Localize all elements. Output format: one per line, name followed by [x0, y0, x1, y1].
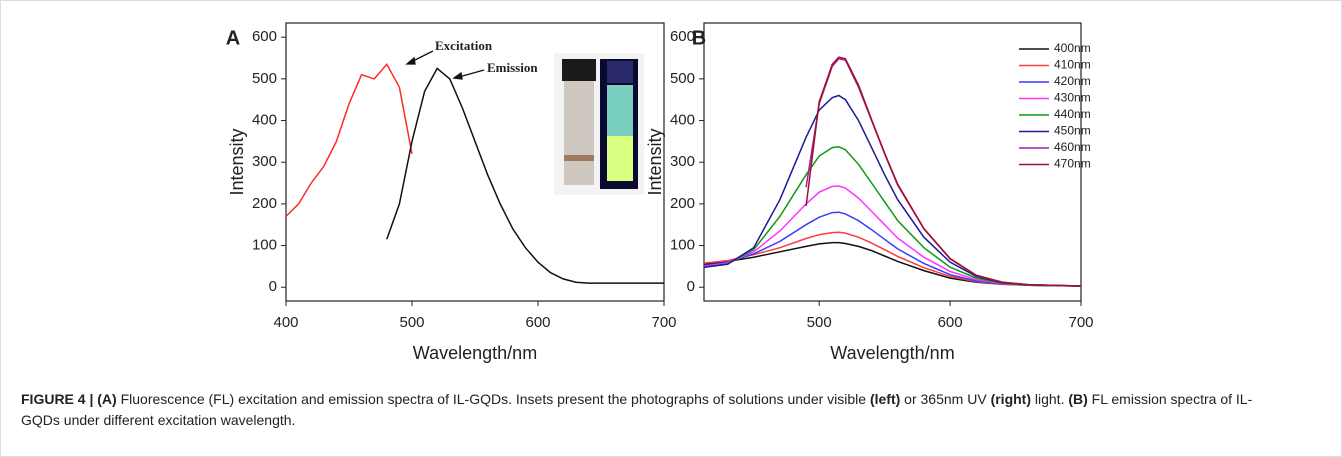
series-line — [703, 94, 1082, 287]
y-tick-label: 600 — [252, 28, 277, 45]
legend-label: 470nm — [1054, 157, 1091, 171]
legend-label: 450nm — [1054, 124, 1091, 138]
y-axis-label: Intensity — [645, 128, 665, 195]
annotation-arrows — [405, 50, 485, 80]
y-tick-label: 200 — [252, 195, 277, 212]
y-tick-label: 200 — [670, 195, 695, 212]
series-line — [703, 146, 1082, 287]
caption-run: FIGURE 4 | (A) — [21, 391, 117, 407]
legend-label: 410nm — [1054, 58, 1091, 72]
annotation: Excitation — [435, 38, 493, 53]
panel-label: B — [692, 27, 706, 49]
legend-label: 420nm — [1054, 74, 1091, 88]
y-tick-label: 500 — [670, 70, 695, 87]
caption-run: (right) — [990, 391, 1031, 407]
caption: FIGURE 4 | (A) Fluorescence (FL) excitat… — [21, 389, 1261, 431]
caption-run: Fluorescence (FL) excitation and emissio… — [116, 391, 870, 407]
y-tick-label: 500 — [252, 70, 277, 87]
x-tick-label: 500 — [807, 314, 832, 331]
x-tick-label: 700 — [1068, 314, 1093, 331]
x-tick-label: 500 — [399, 314, 424, 331]
y-tick-label: 300 — [252, 153, 277, 170]
y-axis-label: Intensity — [227, 128, 247, 195]
y-tick-label: 300 — [670, 153, 695, 170]
series-line — [805, 56, 1082, 287]
y-tick-label: 0 — [269, 278, 277, 295]
annotation: Emission — [487, 60, 538, 75]
x-axis-label: Wavelength/nm — [830, 343, 954, 363]
legend-label: 440nm — [1054, 107, 1091, 121]
series-line — [703, 231, 1082, 287]
legend-label: 400nm — [1054, 41, 1091, 55]
y-tick-label: 400 — [670, 111, 695, 128]
x-tick-label: 600 — [938, 314, 963, 331]
series-line — [386, 67, 664, 284]
y-tick-label: 0 — [687, 278, 695, 295]
y-tick-label: 600 — [670, 28, 695, 45]
series-line — [703, 211, 1082, 287]
charts: A 400 500 600 700 0 100 200 300 400 500 600 Waveleng… — [226, 22, 1094, 363]
inset-photo — [554, 53, 644, 195]
series-line — [703, 185, 1082, 287]
caption-run: light. — [1031, 391, 1069, 407]
y-tick-label: 400 — [252, 111, 277, 128]
x-axis-label: Wavelength/nm — [413, 343, 537, 363]
legend-label: 430nm — [1054, 91, 1091, 105]
panel-label: A — [226, 27, 240, 49]
caption-run: (B) — [1068, 391, 1088, 407]
y-tick-label: 100 — [670, 237, 695, 254]
x-tick-label: 600 — [525, 314, 550, 331]
caption-run: (left) — [869, 391, 901, 407]
caption-run: or 365nm UV — [900, 391, 991, 407]
x-tick-label: 700 — [651, 314, 676, 331]
series-line — [703, 241, 1082, 287]
caption-run: FL emission spectra of IL-GQDs under dif… — [21, 391, 1253, 428]
legend-label: 460nm — [1054, 140, 1091, 154]
y-tick-label: 100 — [252, 237, 277, 254]
series-line — [285, 62, 413, 217]
x-tick-label: 400 — [273, 314, 298, 331]
